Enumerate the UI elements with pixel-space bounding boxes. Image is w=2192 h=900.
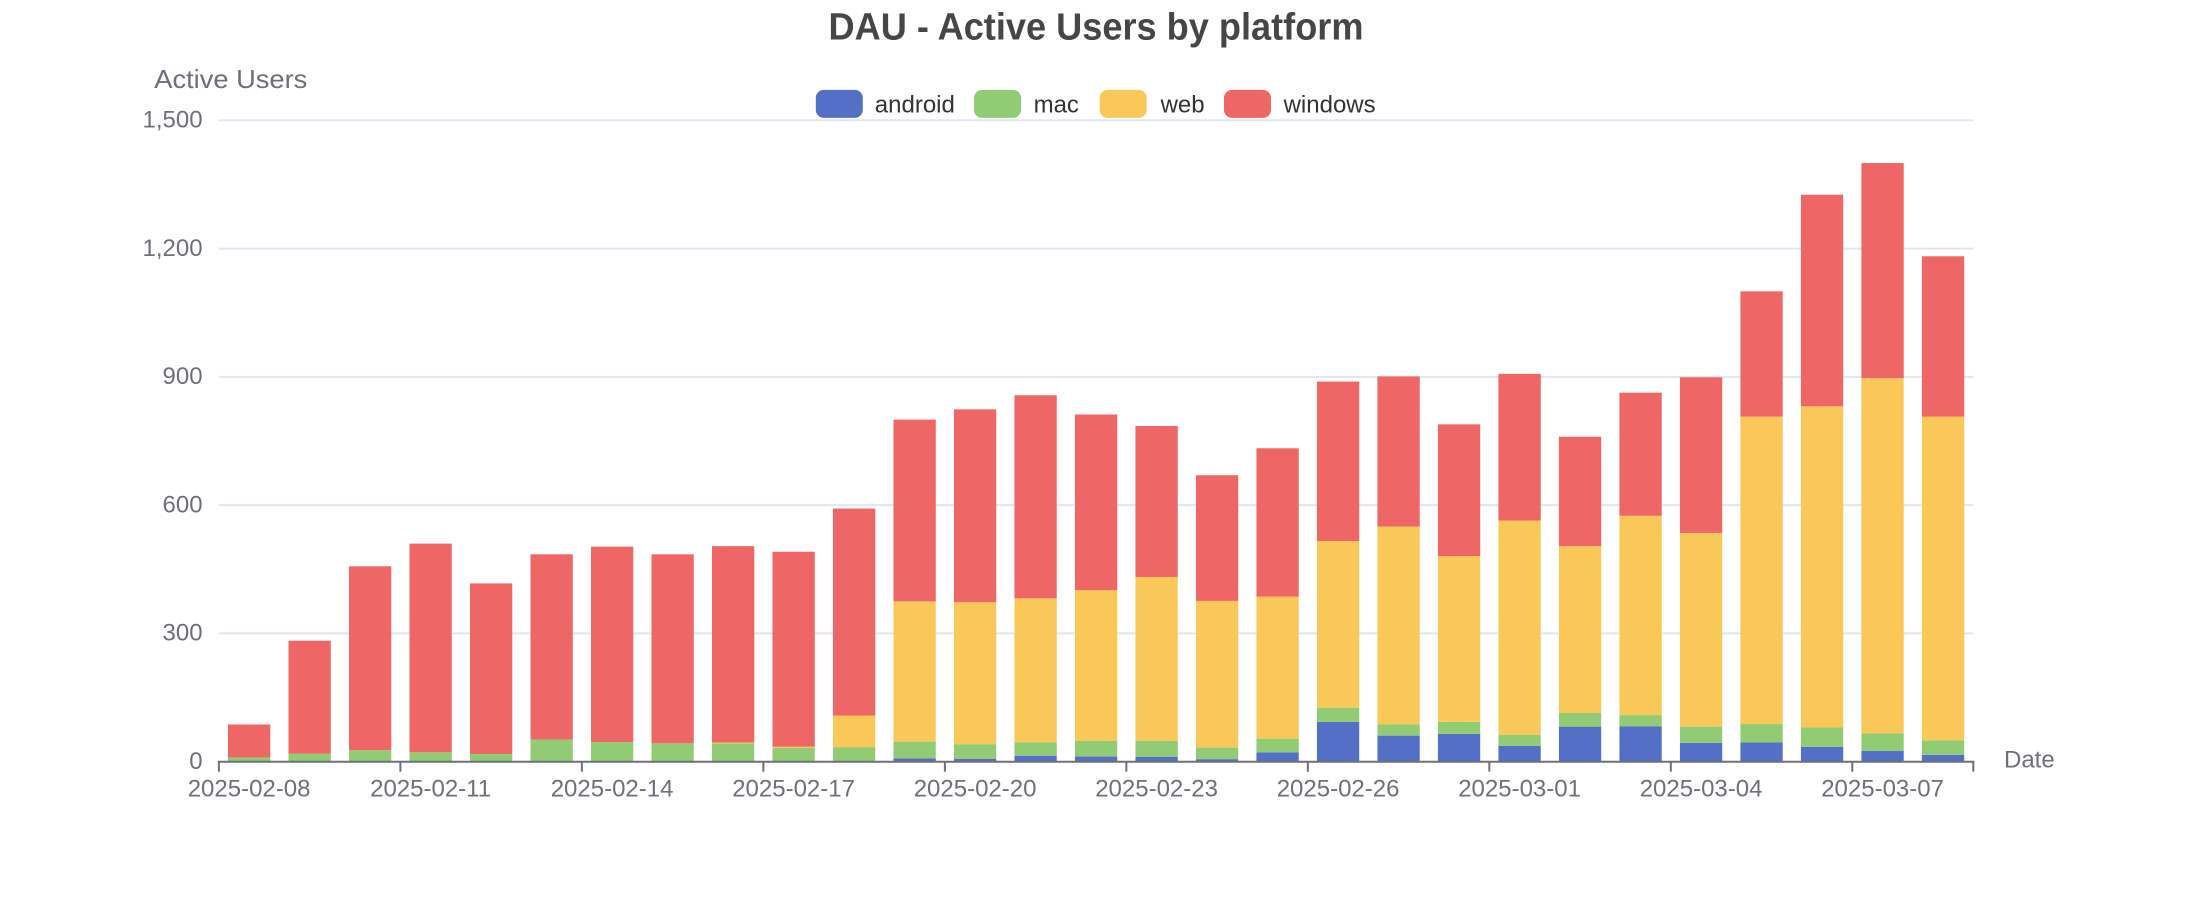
svg-text:Active Users: Active Users — [154, 64, 307, 94]
svg-text:2025-02-11: 2025-02-11 — [370, 775, 491, 802]
svg-text:2025-03-07: 2025-03-07 — [1821, 775, 1944, 802]
svg-text:web: web — [1160, 92, 1205, 119]
svg-text:android: android — [875, 92, 955, 119]
svg-text:1,200: 1,200 — [143, 235, 203, 262]
svg-text:Date: Date — [2004, 747, 2055, 774]
svg-text:2025-02-17: 2025-02-17 — [732, 775, 855, 802]
svg-text:2025-02-26: 2025-02-26 — [1277, 775, 1400, 802]
svg-text:2025-02-08: 2025-02-08 — [188, 775, 311, 802]
svg-text:300: 300 — [163, 620, 203, 647]
svg-text:2025-02-20: 2025-02-20 — [914, 775, 1037, 802]
svg-text:600: 600 — [163, 491, 203, 518]
svg-text:2025-03-01: 2025-03-01 — [1458, 775, 1581, 802]
svg-text:1,500: 1,500 — [143, 107, 203, 134]
svg-text:windows: windows — [1283, 92, 1376, 119]
svg-text:900: 900 — [163, 363, 203, 390]
svg-text:0: 0 — [189, 748, 202, 775]
svg-text:2025-03-04: 2025-03-04 — [1640, 775, 1763, 802]
svg-text:2025-02-23: 2025-02-23 — [1095, 775, 1218, 802]
svg-text:DAU - Active Users by platform: DAU - Active Users by platform — [829, 7, 1364, 49]
svg-text:mac: mac — [1034, 92, 1079, 119]
svg-text:2025-02-14: 2025-02-14 — [551, 775, 674, 802]
